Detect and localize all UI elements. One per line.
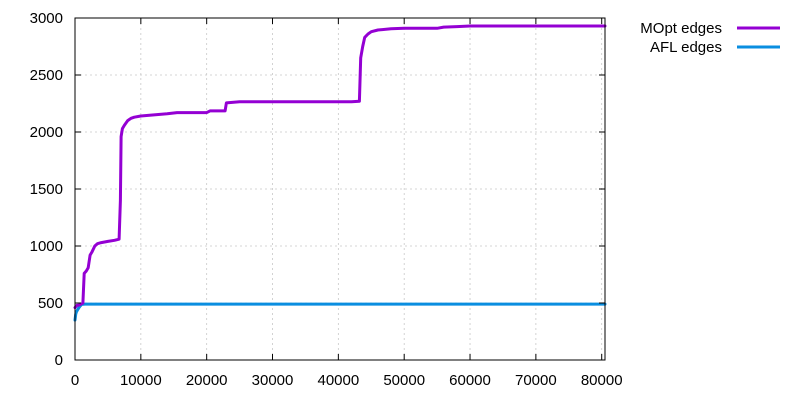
y-tick-label: 1500: [30, 181, 63, 198]
legend: MOpt edges AFL edges: [640, 20, 780, 56]
x-tick-label: 60000: [449, 372, 491, 389]
x-tick-label: 10000: [120, 372, 162, 389]
x-tick-label: 20000: [186, 372, 228, 389]
x-tick-label: 0: [71, 372, 79, 389]
x-tick-label: 50000: [383, 372, 425, 389]
y-tick-label: 0: [55, 352, 63, 369]
legend-label: MOpt edges: [640, 20, 722, 37]
y-tick-label: 3000: [30, 10, 63, 27]
y-tick-label: 2000: [30, 124, 63, 141]
series-lines: [73, 24, 607, 322]
legend-label: AFL edges: [650, 39, 722, 56]
grid: [75, 18, 605, 360]
series-line-0: [73, 24, 607, 310]
y-tick-label: 1000: [30, 238, 63, 255]
series-line-1: [73, 302, 607, 322]
y-tick-label: 500: [38, 295, 63, 312]
x-tick-label: 40000: [317, 372, 359, 389]
x-tick-label: 70000: [515, 372, 557, 389]
y-tick-label: 2500: [30, 67, 63, 84]
x-tick-label: 80000: [581, 372, 623, 389]
x-tick-label: 30000: [252, 372, 294, 389]
